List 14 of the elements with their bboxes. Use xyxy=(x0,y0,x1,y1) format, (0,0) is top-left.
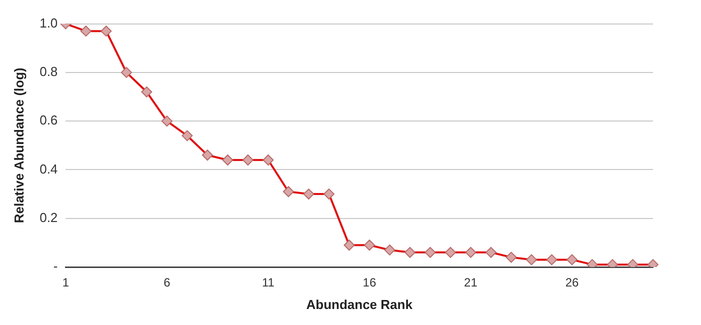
y-tick-label: 1.0 xyxy=(40,15,58,30)
y-tick-label: 0.2 xyxy=(40,210,58,225)
x-tick-label: 21 xyxy=(464,276,478,290)
x-tick-label: 26 xyxy=(565,276,579,290)
x-tick-label: 16 xyxy=(362,276,376,290)
x-tick-label: 6 xyxy=(164,276,171,290)
y-tick-label: 0.6 xyxy=(40,112,58,128)
x-tick-label: 11 xyxy=(262,276,275,290)
y-axis-title: Relative Abundance (log) xyxy=(11,68,26,224)
x-tick-label: 1 xyxy=(62,276,70,290)
y-tick-label: - xyxy=(53,258,58,274)
y-tick-label: 0.8 xyxy=(40,64,58,80)
x-axis-title: Abundance Rank xyxy=(306,296,414,312)
y-tick-label: 0.4 xyxy=(40,161,58,176)
